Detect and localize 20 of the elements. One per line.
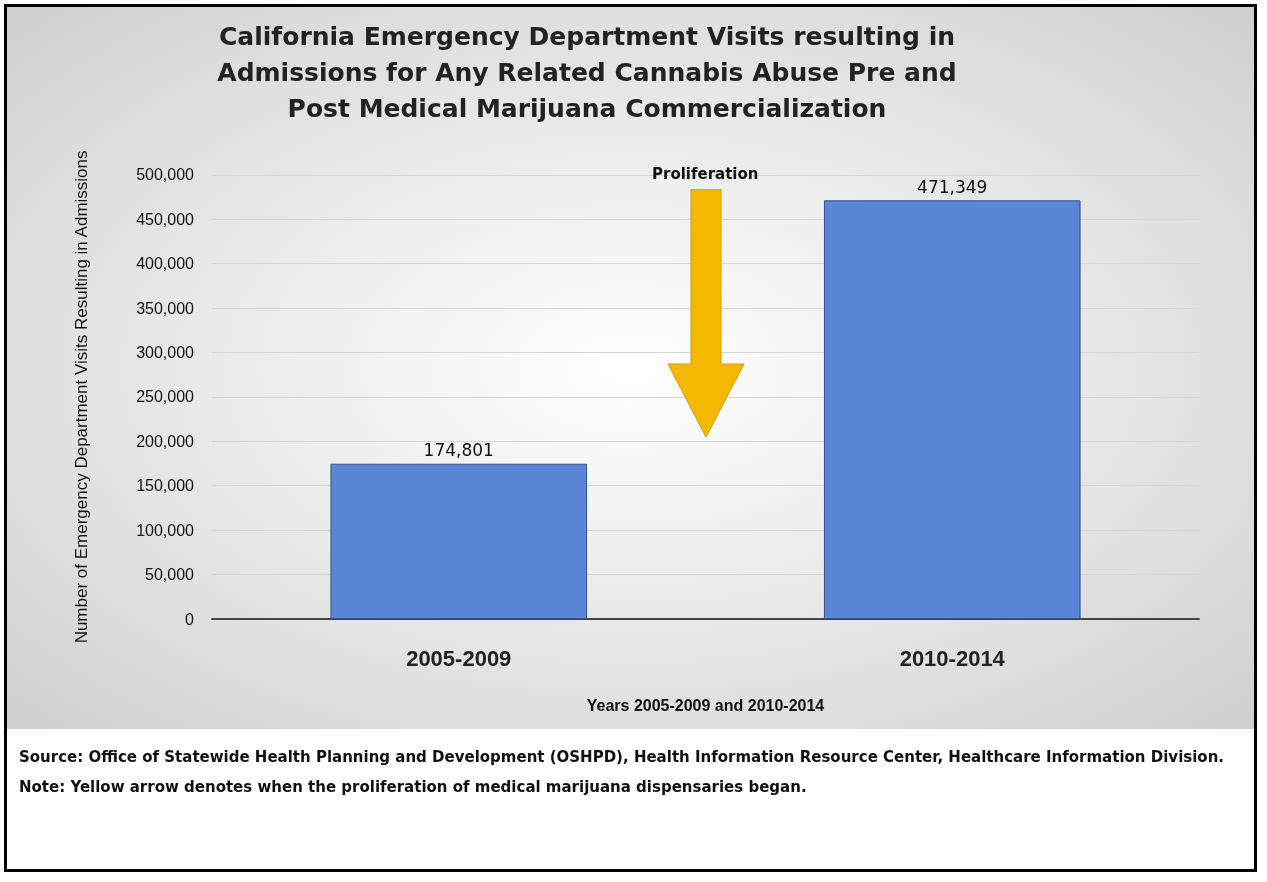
y-tick-label: 150,000 [136, 477, 195, 495]
y-tick-label: 50,000 [145, 566, 195, 584]
data-label: 471,349 [917, 176, 988, 197]
y-tick-label: 500,000 [136, 166, 195, 184]
annotation: Proliferation [652, 165, 759, 183]
source-note: Source: Office of Statewide Health Planning and Development (OSHPD), Health Information Resource Center, Healthcare Information Division. Note: Yellow arrow denotes when the proliferation of medical marijuana dispensaries began. [19, 747, 1226, 798]
data-label: 174,801 [423, 440, 494, 461]
chart-title: California Emergency Department Visits resulting in Admissions for Any Related Cannabis Abuse Pre and Post Medical Marijuana Commercialization [216, 21, 958, 125]
x-axis-title: Years 2005-2009 and 2010-2014 [586, 696, 825, 714]
y-tick-label: 200,000 [136, 432, 195, 450]
y-tick-label: 450,000 [136, 210, 195, 228]
y-tick-label: 400,000 [136, 255, 195, 273]
y-tick-label: 0 [185, 610, 195, 628]
y-tick-label: 300,000 [136, 344, 195, 361]
y-tick-label: 350,000 [136, 299, 195, 317]
y-axis-title: Number of Emergency Department Visits Resulting in Admissions [71, 150, 91, 644]
y-tick-label: 250,000 [136, 388, 195, 406]
x-tick-label: 2010-2014 [899, 645, 1006, 671]
x-tick-label: 2005-2009 [406, 645, 512, 671]
y-tick-label: 100,000 [136, 521, 195, 539]
